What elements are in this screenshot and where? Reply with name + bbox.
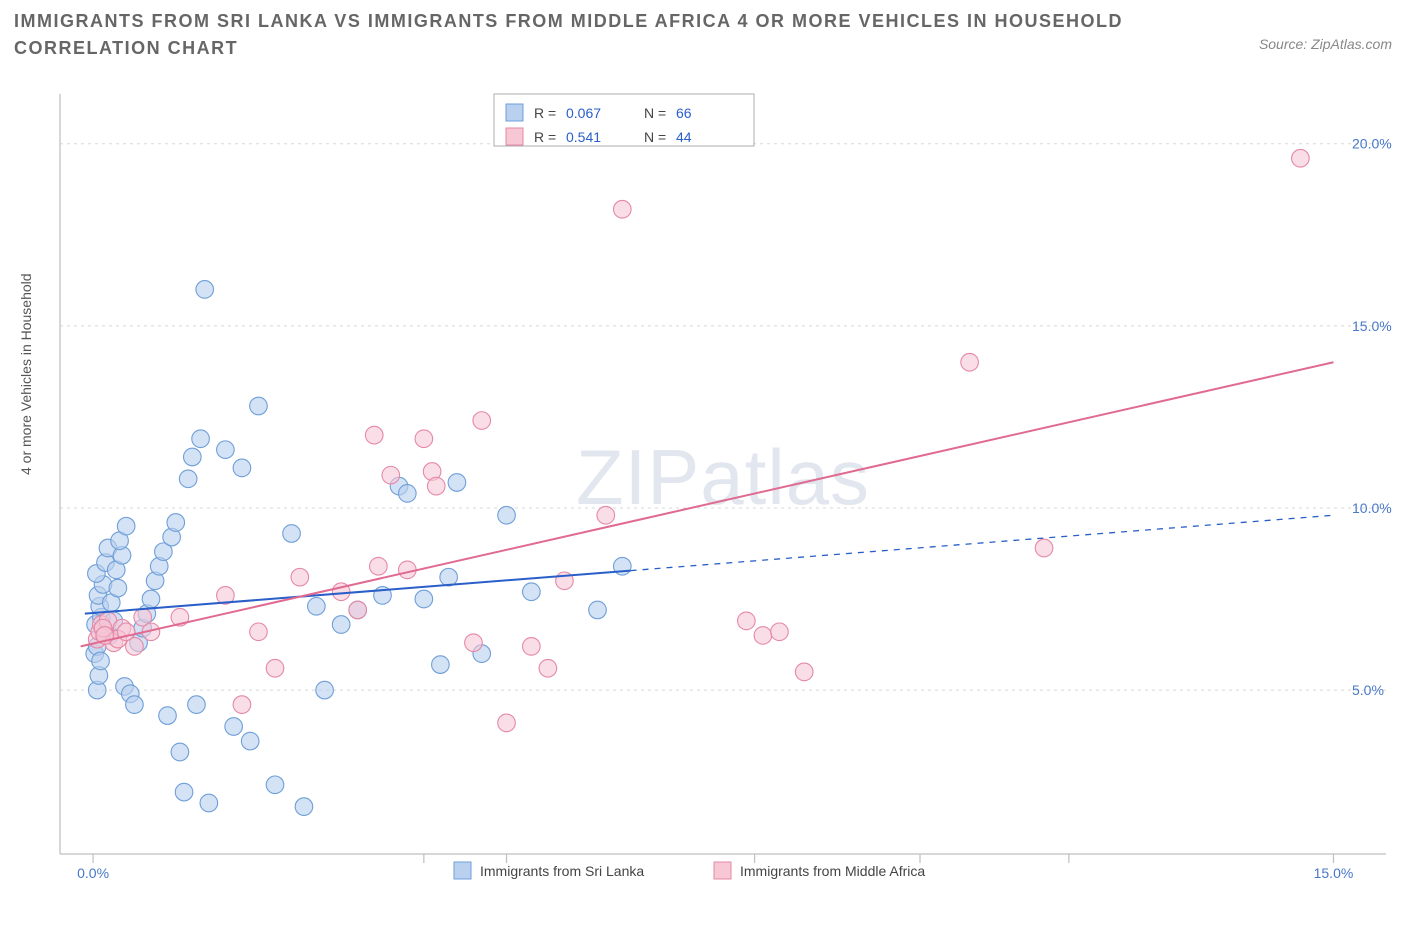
data-point	[142, 590, 160, 608]
svg-text:66: 66	[676, 105, 692, 121]
data-point	[225, 718, 243, 736]
svg-text:5.0%: 5.0%	[1352, 682, 1384, 698]
regression-line-ext	[631, 515, 1334, 570]
legend-label: Immigrants from Sri Lanka	[480, 863, 644, 879]
data-point	[217, 441, 235, 459]
data-point	[465, 634, 483, 652]
data-point	[332, 616, 350, 634]
legend-label: Immigrants from Middle Africa	[740, 863, 925, 879]
svg-text:0.541: 0.541	[566, 129, 601, 145]
data-point	[200, 794, 218, 812]
legend-swatch	[454, 862, 471, 879]
scatter-chart: ZIPatlas 5.0%10.0%15.0%20.0%0.0%15.0%R =…	[54, 82, 1392, 882]
data-point	[370, 557, 388, 575]
data-point	[266, 659, 284, 677]
data-point	[597, 506, 615, 524]
data-point	[539, 659, 557, 677]
data-point	[523, 583, 541, 601]
data-point	[589, 601, 607, 619]
data-point	[961, 353, 979, 371]
svg-text:20.0%: 20.0%	[1352, 136, 1392, 152]
data-point	[167, 514, 185, 532]
svg-text:10.0%: 10.0%	[1352, 500, 1392, 516]
data-point	[308, 598, 326, 616]
legend-correlation: R = 0.067 N = 66 R = 0.541 N = 44	[494, 94, 754, 146]
svg-text:N =: N =	[644, 105, 666, 121]
data-point	[1292, 149, 1310, 167]
data-point	[473, 412, 491, 430]
legend-swatch	[714, 862, 731, 879]
svg-text:15.0%: 15.0%	[1352, 318, 1392, 334]
data-point	[432, 656, 450, 674]
data-point	[738, 612, 756, 630]
data-point	[382, 466, 400, 484]
data-point	[175, 783, 193, 801]
data-point	[241, 732, 259, 750]
data-point	[399, 485, 417, 503]
data-point	[440, 568, 458, 586]
svg-text:N =: N =	[644, 129, 666, 145]
data-point	[188, 696, 206, 714]
svg-text:0.0%: 0.0%	[77, 865, 109, 881]
data-point	[250, 623, 268, 641]
data-point	[250, 397, 268, 415]
data-point	[159, 707, 177, 725]
chart-title: IMMIGRANTS FROM SRI LANKA VS IMMIGRANTS …	[14, 8, 1134, 62]
data-point	[192, 430, 210, 448]
data-point	[415, 430, 433, 448]
data-point	[266, 776, 284, 794]
svg-text:R =: R =	[534, 105, 556, 121]
data-point	[614, 200, 632, 218]
data-point	[295, 798, 313, 816]
data-point	[117, 517, 135, 535]
data-point	[109, 579, 127, 597]
data-point	[498, 506, 516, 524]
data-point	[1035, 539, 1053, 557]
data-point	[427, 477, 445, 495]
data-point	[171, 743, 189, 761]
svg-text:R =: R =	[534, 129, 556, 145]
data-point	[523, 638, 541, 656]
data-point	[415, 590, 433, 608]
data-point	[233, 696, 251, 714]
svg-text:15.0%: 15.0%	[1314, 865, 1354, 881]
data-point	[184, 448, 202, 466]
svg-text:44: 44	[676, 129, 692, 145]
data-point	[283, 525, 301, 543]
data-point	[126, 696, 144, 714]
data-point	[92, 652, 110, 670]
y-axis-label: 4 or more Vehicles in Household	[18, 273, 34, 475]
svg-text:0.067: 0.067	[566, 105, 601, 121]
data-point	[754, 627, 772, 645]
data-point	[448, 474, 466, 492]
data-point	[291, 568, 309, 586]
regression-line	[81, 362, 1334, 646]
data-point	[196, 281, 214, 299]
plot-svg: 5.0% 10.0% 15.0% 20.0% 0.0% 15.0% R = 0.067 N = 6…	[54, 82, 1392, 882]
data-point	[771, 623, 789, 641]
source-attribution: Source: ZipAtlas.com	[1259, 36, 1392, 52]
data-point	[498, 714, 516, 732]
data-point	[365, 426, 383, 444]
data-point	[233, 459, 251, 477]
data-point	[795, 663, 813, 681]
data-point	[349, 601, 367, 619]
data-point	[316, 681, 334, 699]
data-point	[179, 470, 197, 488]
